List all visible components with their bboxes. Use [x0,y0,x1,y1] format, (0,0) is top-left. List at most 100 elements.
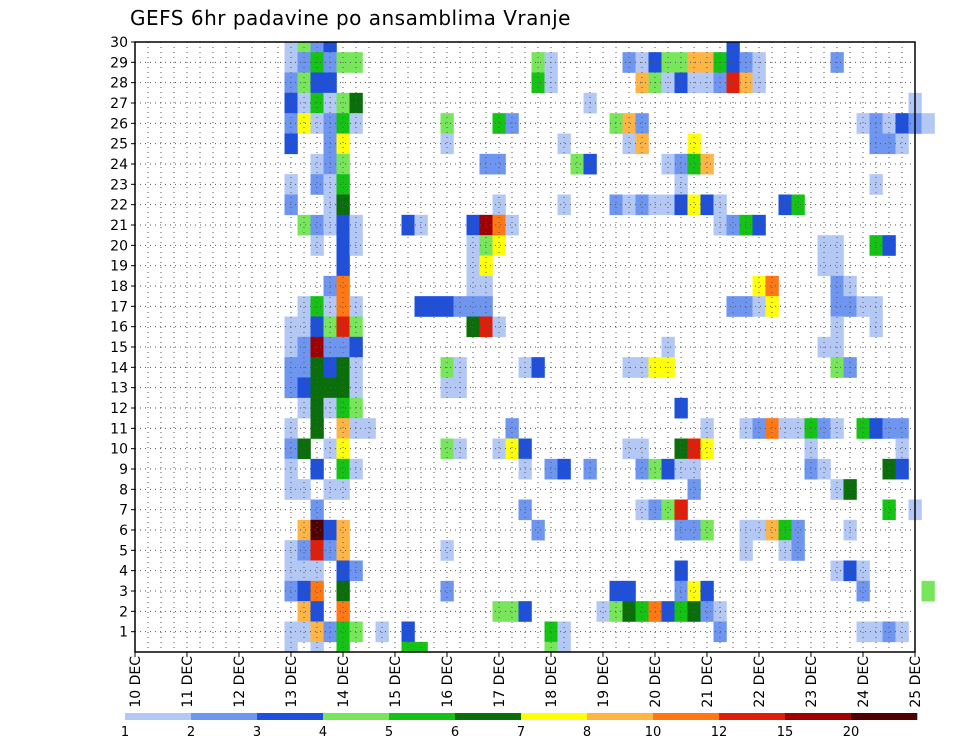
y-tick-label: 5 [119,543,128,559]
colorbar-swatch [455,713,522,720]
heatmap-cell [895,621,909,643]
heatmap-cell [492,601,506,622]
heatmap-cell [310,580,324,602]
colorbar-label: 10 [645,725,662,740]
heatmap-cells [284,42,935,653]
heatmap-cell [349,418,363,439]
heatmap-cell [284,621,298,643]
heatmap-cell [297,580,311,602]
heatmap-cell [687,194,701,216]
heatmap-cell [440,438,454,460]
heatmap-cell [336,255,350,277]
x-tick-label: 22 DEC [752,656,768,708]
heatmap-cell [466,316,480,338]
y-tick-label: 23 [110,177,128,193]
heatmap-cell [856,621,870,643]
heatmap-cell [869,296,883,317]
heatmap-cell [336,92,350,114]
heatmap-cell [336,479,350,500]
heatmap-cell [336,560,350,582]
heatmap-cell [336,601,350,622]
colorbar-swatch [851,713,918,720]
heatmap-cell [297,519,311,541]
y-tick-label: 1 [119,625,128,641]
heatmap-cell [349,621,363,643]
heatmap-cell [440,296,454,317]
heatmap-cell [622,194,636,216]
heatmap-cell [765,519,779,541]
y-tick-label: 20 [110,238,128,254]
heatmap-cell [622,438,636,460]
heatmap-cell [310,458,324,480]
heatmap-cell [609,601,623,622]
heatmap-cell [635,194,649,216]
heatmap-cell [297,113,311,134]
y-tick-label: 8 [119,482,128,498]
heatmap-cell [635,458,649,480]
heatmap-cell [765,275,779,297]
heatmap-cell [310,560,324,582]
heatmap-cell [882,458,896,480]
heatmap-cell [349,397,363,419]
heatmap-cell [687,438,701,460]
y-tick-label: 10 [110,442,128,458]
heatmap-cell [674,174,688,195]
heatmap-cell [674,153,688,175]
heatmap-cell [544,458,558,480]
y-tick-label: 21 [110,218,128,234]
heatmap-cell [492,194,506,216]
heatmap-cell [310,214,324,236]
y-tick-label: 29 [110,55,128,71]
heatmap-cell [466,296,480,317]
heatmap-cell [310,296,324,317]
heatmap-cell [336,133,350,155]
heatmap-cell [297,92,311,114]
heatmap-cell [661,194,675,216]
heatmap-cell [687,519,701,541]
heatmap-cell [310,153,324,175]
heatmap-cell [752,296,766,317]
x-tick-label: 25 DEC [908,656,924,708]
heatmap-cell [739,296,753,317]
colorbar-swatch [785,713,852,720]
heatmap-cell [284,316,298,338]
heatmap-cell [882,621,896,643]
heatmap-cell [544,621,558,643]
heatmap-cell [479,153,493,175]
heatmap-cell [336,113,350,134]
heatmap-cell [505,601,519,622]
heatmap-cell [336,397,350,419]
heatmap-cell [336,519,350,541]
colorbar-label: 20 [843,725,860,740]
y-tick-label: 6 [119,523,128,539]
heatmap-cell [687,153,701,175]
heatmap-cell [700,601,714,622]
heatmap-cell [336,214,350,236]
heatmap-cell [830,479,844,500]
heatmap-cell [687,133,701,155]
heatmap-cell [336,194,350,216]
x-tick-label: 15 DEC [388,656,404,708]
x-tick-label: 12 DEC [232,656,248,708]
y-tick-label: 14 [110,360,128,376]
x-tick-label: 14 DEC [336,656,352,708]
heatmap-cell [804,458,818,480]
y-tick-label: 7 [119,503,128,519]
heatmap-cell [622,601,636,622]
heatmap-cell [752,519,766,541]
heatmap-cell [479,235,493,256]
heatmap-cell [895,418,909,439]
heatmap-cell [557,458,571,480]
heatmap-cell [284,194,298,216]
heatmap-cell [609,113,623,134]
heatmap-cell [674,194,688,216]
heatmap-cell [297,316,311,338]
y-tick-label: 25 [110,137,128,153]
colorbar-swatch [125,713,192,720]
heatmap-cell [336,418,350,439]
heatmap-cell [700,153,714,175]
heatmap-cell [882,418,896,439]
heatmap-cell [661,499,675,521]
heatmap-cell [310,499,324,521]
chart-title: GEFS 6hr padavine po ansamblima Vranje [130,6,571,30]
